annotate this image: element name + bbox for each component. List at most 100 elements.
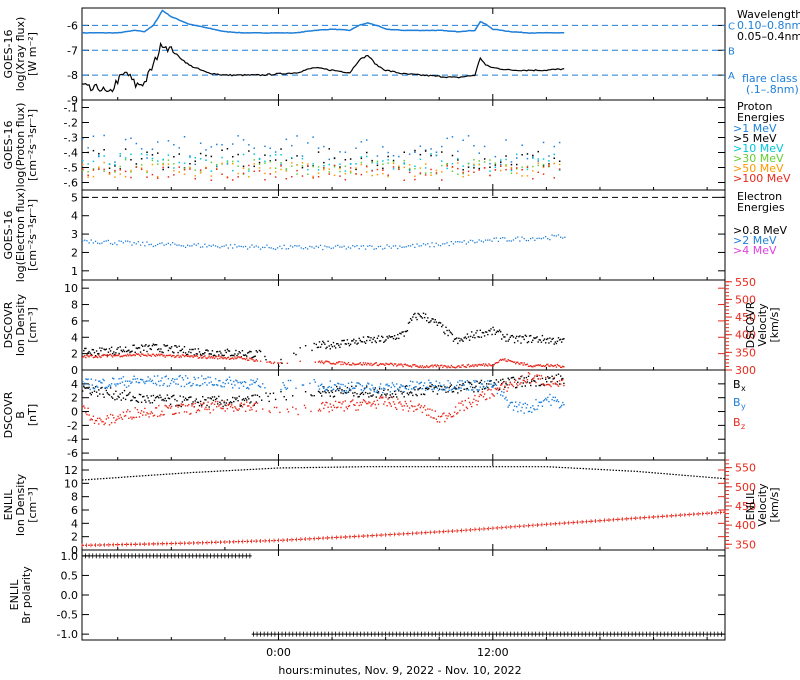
data-point bbox=[415, 365, 417, 367]
data-point bbox=[387, 162, 389, 164]
data-point bbox=[526, 341, 529, 344]
data-point bbox=[513, 381, 516, 383]
data-point bbox=[467, 166, 470, 168]
data-point bbox=[427, 386, 429, 389]
data-point bbox=[284, 386, 286, 389]
data-point bbox=[140, 153, 143, 155]
data-point bbox=[175, 412, 177, 414]
data-point bbox=[285, 168, 288, 170]
panel-frame bbox=[81, 279, 726, 371]
data-point bbox=[515, 363, 517, 365]
data-point bbox=[535, 337, 537, 339]
data-point bbox=[484, 387, 487, 389]
data-point bbox=[372, 363, 374, 366]
data-point bbox=[435, 418, 437, 420]
data-point bbox=[535, 399, 537, 401]
data-point bbox=[512, 409, 515, 411]
data-point bbox=[191, 348, 193, 351]
data-point bbox=[330, 406, 332, 408]
data-point bbox=[439, 322, 442, 324]
data-point bbox=[102, 354, 104, 357]
data-point bbox=[465, 389, 468, 391]
data-point bbox=[497, 389, 500, 391]
data-point bbox=[116, 354, 118, 357]
data-point bbox=[358, 363, 360, 365]
data-point bbox=[258, 163, 261, 165]
data-point bbox=[258, 396, 261, 398]
data-point bbox=[475, 399, 477, 402]
data-point bbox=[432, 318, 434, 320]
data-point bbox=[385, 396, 387, 398]
data-point bbox=[341, 390, 343, 392]
data-point bbox=[414, 246, 416, 248]
data-point bbox=[342, 383, 344, 386]
data-point bbox=[296, 245, 298, 247]
data-point bbox=[349, 343, 352, 345]
data-point bbox=[419, 167, 422, 169]
data-point bbox=[371, 341, 373, 344]
data-point bbox=[219, 357, 221, 360]
data-point bbox=[194, 169, 196, 171]
data-point bbox=[505, 155, 507, 157]
data-point bbox=[162, 158, 164, 161]
data-point bbox=[224, 349, 226, 352]
data-point bbox=[492, 384, 494, 387]
data-point bbox=[237, 172, 239, 175]
data-point bbox=[442, 388, 444, 391]
data-point bbox=[106, 387, 108, 389]
data-point bbox=[452, 340, 455, 342]
data-point bbox=[153, 375, 156, 377]
legend-item: B bbox=[733, 378, 741, 391]
data-point bbox=[129, 410, 131, 413]
y-axis-label: ENLILBr polarity bbox=[8, 566, 33, 624]
data-point bbox=[331, 391, 334, 394]
data-point bbox=[558, 163, 561, 166]
data-point bbox=[392, 161, 395, 163]
data-point bbox=[210, 355, 212, 358]
data-point bbox=[327, 390, 329, 392]
data-point bbox=[433, 388, 435, 390]
data-point bbox=[157, 395, 159, 398]
data-point bbox=[259, 350, 262, 353]
data-point bbox=[315, 245, 317, 247]
data-point bbox=[285, 399, 287, 401]
data-point bbox=[273, 406, 276, 409]
series-ion-density bbox=[82, 312, 565, 367]
data-point bbox=[403, 166, 405, 169]
data-point bbox=[87, 176, 89, 178]
data-point bbox=[191, 355, 193, 357]
data-point bbox=[450, 364, 453, 367]
data-point bbox=[280, 388, 282, 391]
data-point bbox=[339, 361, 341, 363]
legend-title: Electron bbox=[737, 190, 782, 203]
data-point bbox=[280, 358, 282, 361]
data-point bbox=[542, 383, 545, 385]
data-point bbox=[213, 403, 216, 406]
data-point bbox=[382, 169, 384, 171]
data-point bbox=[116, 383, 118, 385]
data-point bbox=[376, 337, 379, 339]
data-point bbox=[265, 359, 267, 361]
data-point bbox=[419, 158, 422, 160]
data-point bbox=[393, 385, 396, 388]
data-point bbox=[360, 157, 363, 160]
data-point bbox=[210, 179, 213, 181]
data-point bbox=[296, 135, 298, 137]
data-point bbox=[469, 386, 472, 388]
data-point bbox=[181, 354, 184, 356]
data-point bbox=[342, 401, 344, 403]
data-point bbox=[349, 247, 352, 249]
data-point bbox=[101, 386, 103, 389]
y-tick-label: 0 bbox=[71, 364, 78, 377]
data-point bbox=[382, 363, 384, 365]
data-point bbox=[543, 384, 546, 386]
data-point bbox=[107, 351, 110, 353]
data-point bbox=[389, 394, 391, 396]
data-point bbox=[178, 171, 180, 173]
data-point bbox=[457, 167, 459, 170]
data-point bbox=[480, 379, 483, 382]
data-point bbox=[214, 356, 217, 358]
data-point bbox=[239, 403, 241, 406]
data-point bbox=[107, 417, 110, 419]
